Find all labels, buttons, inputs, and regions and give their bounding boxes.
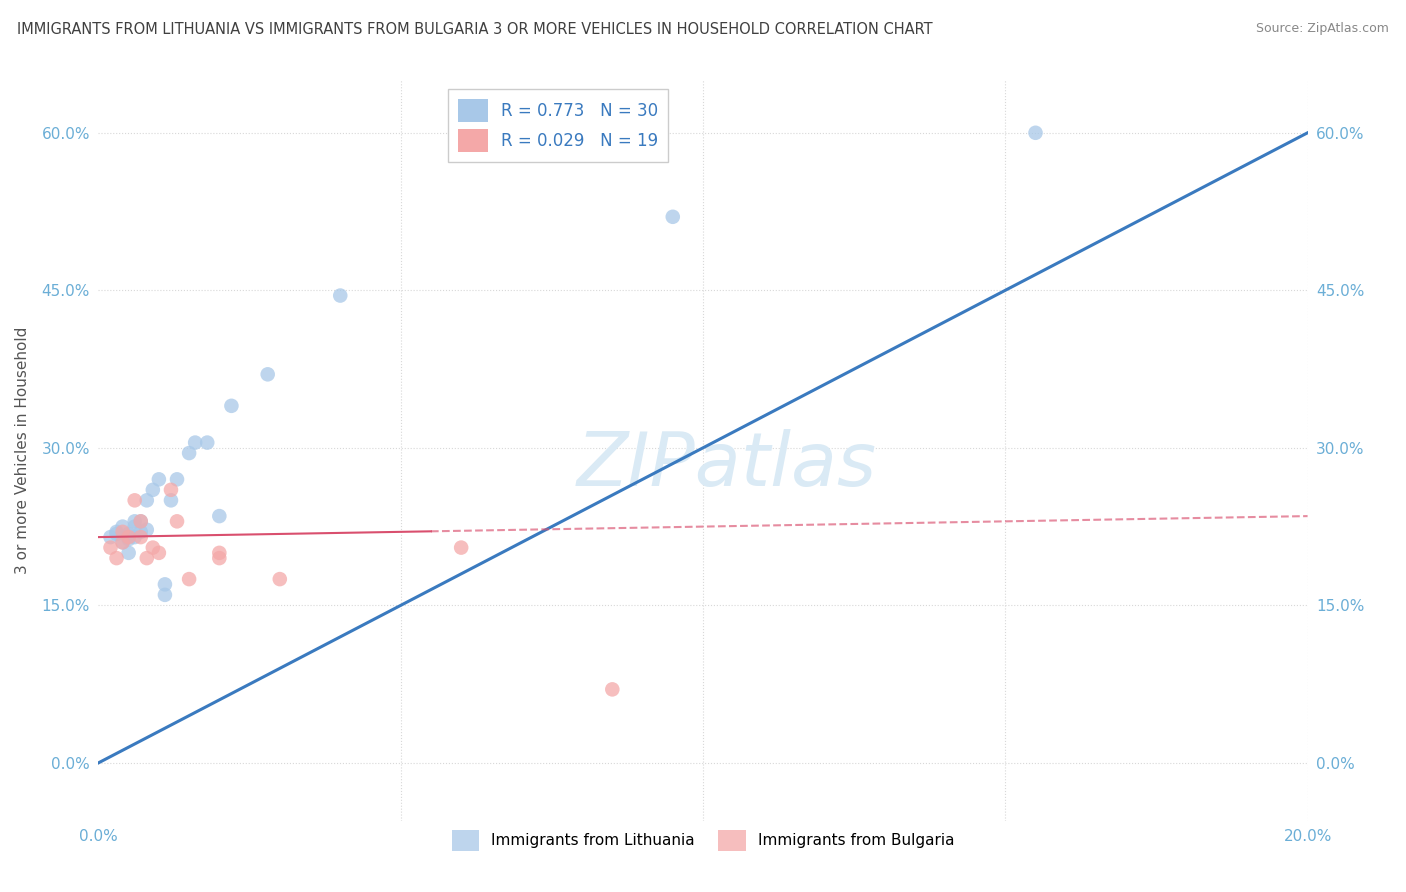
Point [661, 210, 683, 224]
Point [124, 514, 146, 528]
Point [142, 483, 165, 497]
Point [208, 509, 231, 524]
Point [221, 399, 243, 413]
Point [118, 527, 141, 541]
Point [135, 493, 157, 508]
Point [105, 527, 128, 541]
Point [148, 546, 170, 560]
Point [450, 541, 472, 555]
Point [153, 588, 176, 602]
Point [129, 514, 152, 528]
Text: IMMIGRANTS FROM LITHUANIA VS IMMIGRANTS FROM BULGARIA 3 OR MORE VEHICLES IN HOUS: IMMIGRANTS FROM LITHUANIA VS IMMIGRANTS … [17, 22, 932, 37]
Point [118, 546, 141, 560]
Point [179, 572, 201, 586]
Point [111, 519, 134, 533]
Point [208, 551, 231, 566]
Point [129, 530, 152, 544]
Point [329, 288, 352, 302]
Point [100, 530, 122, 544]
Point [129, 514, 152, 528]
Point [142, 541, 165, 555]
Point [166, 472, 188, 486]
Point [124, 493, 146, 508]
Point [160, 493, 183, 508]
Point [602, 682, 624, 697]
Point [124, 519, 146, 533]
Point [135, 523, 157, 537]
Point [111, 535, 134, 549]
Point [111, 524, 134, 539]
Point [100, 541, 122, 555]
Point [105, 551, 128, 566]
Point [1024, 126, 1046, 140]
Point [179, 446, 201, 460]
Point [208, 546, 231, 560]
Point [184, 435, 207, 450]
Y-axis label: 3 or more Vehicles in Household: 3 or more Vehicles in Household [15, 326, 31, 574]
Point [105, 524, 128, 539]
Point [166, 514, 188, 528]
Point [195, 435, 218, 450]
Point [135, 551, 157, 566]
Point [118, 532, 141, 546]
Point [118, 530, 141, 544]
Text: Source: ZipAtlas.com: Source: ZipAtlas.com [1256, 22, 1389, 36]
Text: ZIPatlas: ZIPatlas [576, 429, 877, 501]
Legend: Immigrants from Lithuania, Immigrants from Bulgaria: Immigrants from Lithuania, Immigrants fr… [446, 823, 960, 857]
Point [129, 524, 152, 539]
Point [124, 530, 146, 544]
Point [160, 483, 183, 497]
Point [153, 577, 176, 591]
Point [148, 472, 170, 486]
Point [256, 368, 278, 382]
Point [269, 572, 291, 586]
Point [111, 535, 134, 549]
